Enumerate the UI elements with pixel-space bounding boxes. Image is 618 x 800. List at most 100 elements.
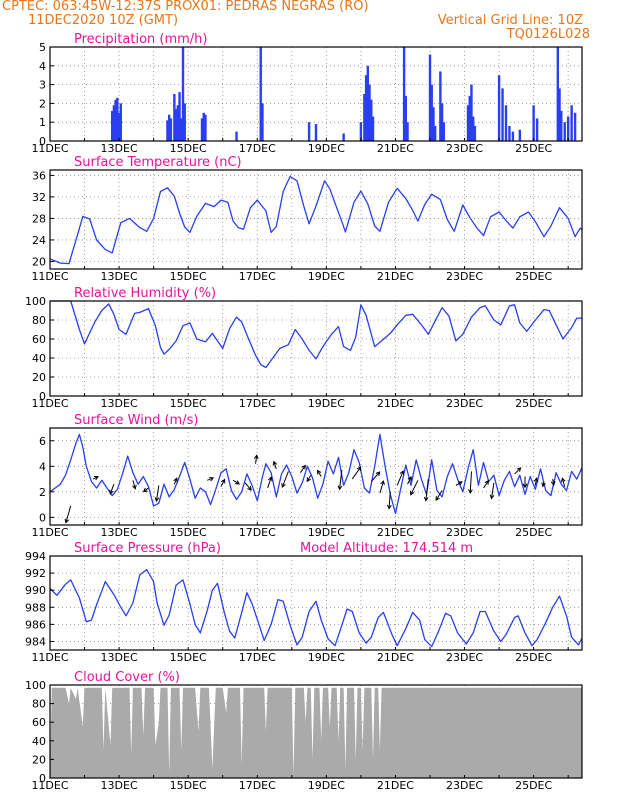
- header-model-id: TQ0126L028: [506, 27, 590, 42]
- pressure-ytick-label: 986: [25, 618, 46, 631]
- wind-vector: [281, 471, 289, 488]
- temperature-ytick-label: 28: [32, 212, 46, 225]
- pressure-line: [49, 569, 583, 648]
- header-run-date: 11DEC2020 10Z (GMT): [28, 13, 179, 28]
- wind-vector-head: [317, 469, 322, 475]
- wind-vector: [255, 455, 258, 464]
- precipitation-xtick-label: 25DEC: [515, 142, 552, 155]
- wind-vector: [65, 505, 72, 523]
- wind-vector-head: [533, 477, 539, 483]
- wind-vector: [561, 478, 566, 487]
- wind-xtick-label: 21DEC: [377, 526, 414, 539]
- wind-vector: [455, 481, 463, 486]
- temperature-ytick-label: 36: [32, 169, 46, 182]
- wind-ytick-label: 2: [39, 486, 46, 499]
- precip-bar: [261, 103, 264, 141]
- precip-bar: [368, 84, 371, 141]
- precipitation-xtick-label: 17DEC: [239, 142, 276, 155]
- precip-bar: [471, 116, 475, 141]
- pressure-xtick-label: 13DEC: [101, 651, 138, 664]
- precip-bar: [556, 47, 560, 141]
- precip-bar: [504, 105, 508, 141]
- wind-vector: [388, 491, 391, 509]
- precip-bar: [558, 88, 561, 141]
- temperature-xtick-label: 17DEC: [239, 270, 276, 283]
- wind-vector: [244, 482, 252, 491]
- wind-vector: [339, 470, 343, 490]
- precipitation-xtick-label: 15DEC: [170, 142, 207, 155]
- temperature-title: Surface Temperature (nC): [74, 155, 242, 170]
- temperature-ytick-label: 20: [32, 255, 46, 268]
- precip-bar: [402, 47, 406, 141]
- wind-vector-head: [301, 464, 306, 470]
- precip-bar: [570, 105, 573, 141]
- wind-vector-head: [522, 483, 528, 489]
- cloud-cover-xtick-label: 21DEC: [377, 779, 414, 792]
- wind-vector-head: [142, 487, 148, 493]
- wind-panel: 0 2 4 6 11DEC 13DEC 15DEC 17DEC 19DEC 21DEC 23DEC 2…: [31, 413, 583, 539]
- wind-vector-head: [516, 467, 522, 472]
- wind-vector: [410, 480, 419, 495]
- wind-vector-head: [435, 496, 440, 502]
- wind-title: Surface Wind (m/s): [74, 413, 198, 428]
- wind-xtick-label: 17DEC: [239, 526, 276, 539]
- pressure-ytick-label: 994: [25, 550, 46, 563]
- model-altitude-annotation: Model Altitude: 174.514 m: [300, 541, 473, 556]
- wind-vector-head: [154, 497, 160, 503]
- humidity-xtick-label: 13DEC: [101, 397, 138, 410]
- precip-bar: [518, 129, 522, 141]
- cloud-cover-xtick-label: 17DEC: [239, 779, 276, 792]
- wind-vector-head: [109, 489, 114, 495]
- precip-bar: [116, 97, 119, 141]
- wind-vector-head: [468, 489, 473, 495]
- cloud-cover-xtick-label: 23DEC: [446, 779, 483, 792]
- temperature-xtick-label: 25DEC: [515, 270, 552, 283]
- cloud-cover-ytick-label: 80: [32, 698, 46, 711]
- temperature-xtick-label: 15DEC: [170, 270, 207, 283]
- wind-vector-head: [235, 480, 240, 485]
- temperature-xtick-label: 19DEC: [308, 270, 345, 283]
- cloud-cover-ytick-label: 0: [39, 772, 46, 785]
- humidity-xtick-label: 17DEC: [239, 397, 276, 410]
- precip-bar: [183, 103, 186, 141]
- temperature-line: [49, 175, 583, 265]
- cloud-cover-area: [50, 687, 582, 778]
- precipitation-ytick-label: 2: [39, 97, 46, 110]
- precip-bar: [181, 47, 185, 141]
- wind-vector: [317, 470, 322, 477]
- precip-bar: [117, 112, 121, 141]
- wind-vector-head: [489, 494, 495, 500]
- precip-bar: [532, 105, 535, 141]
- precipitation-ytick-label: 3: [39, 79, 46, 92]
- precip-bar: [166, 120, 169, 141]
- pressure-xtick-label: 21DEC: [377, 651, 414, 664]
- pressure-frame: [49, 555, 583, 651]
- wind-vector-head: [410, 490, 415, 496]
- humidity-xtick-label: 23DEC: [446, 397, 483, 410]
- humidity-panel: 0 20 40 60 80 100 11DEC 13DEC 15DEC 17DEC 19DEC 21D…: [25, 286, 583, 410]
- pressure-xtick-label: 23DEC: [446, 651, 483, 664]
- wind-vector-head: [380, 480, 385, 486]
- humidity-ytick-label: 80: [32, 314, 46, 327]
- precip-bar: [501, 88, 504, 141]
- precip-bar: [167, 114, 171, 141]
- cloud-cover-xtick-label: 11DEC: [31, 779, 68, 792]
- wind-vector-head: [93, 476, 99, 481]
- cloud-cover-panel: 0 20 40 60 80 100 11DEC 13DEC 15DEC 17DEC 19DEC 21D…: [25, 670, 583, 792]
- wind-vector: [267, 477, 272, 489]
- precipitation-ytick-label: 0: [39, 135, 46, 148]
- wind-vector: [370, 471, 381, 482]
- humidity-ytick-label: 60: [32, 333, 46, 346]
- precip-bar: [371, 116, 375, 141]
- humidity-line: [50, 300, 582, 369]
- temperature-xtick-label: 23DEC: [446, 270, 483, 283]
- humidity-frame: [49, 300, 583, 397]
- precip-bar: [563, 122, 566, 141]
- precip-bar: [110, 110, 114, 141]
- precip-bar: [432, 107, 435, 141]
- precip-bar: [470, 84, 473, 141]
- precip-bar: [259, 47, 262, 141]
- wind-vector: [379, 480, 384, 494]
- precipitation-xtick-label: 23DEC: [446, 142, 483, 155]
- temperature-xtick-label: 13DEC: [101, 270, 138, 283]
